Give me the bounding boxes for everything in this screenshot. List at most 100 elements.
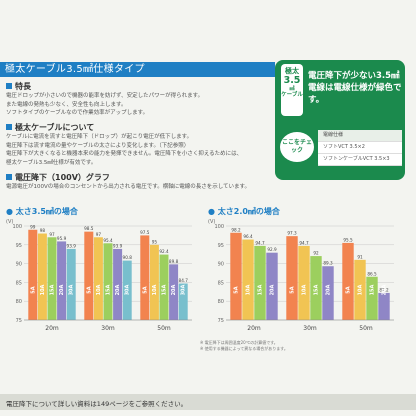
- bar: [28, 229, 38, 320]
- bar-value-label: 94.7: [299, 240, 309, 245]
- series-label: 15A: [50, 284, 56, 295]
- bar: [254, 245, 266, 320]
- chart-panel-2-0: ● 太さ2.0㎟の場合 (V) 75 80 85 90 95 100 98.2 5A 96.4 10A…: [206, 202, 398, 334]
- bar-value-label: 84.7: [179, 278, 189, 283]
- y-tick-label: 90: [16, 262, 22, 268]
- bar-value-label: 93.9: [113, 243, 123, 248]
- series-label: 5A: [86, 286, 92, 293]
- bar-value-label: 97.3: [287, 231, 297, 236]
- footer-bar: [0, 394, 416, 410]
- bar-value-label: 98.5: [84, 226, 94, 231]
- series-label: 30A: [125, 284, 131, 295]
- series-label: 20A: [115, 284, 121, 295]
- y-tick-label: 100: [12, 224, 22, 230]
- series-label: 5A: [234, 286, 240, 293]
- bar-value-label: 98: [40, 228, 46, 233]
- series-label: 5A: [290, 286, 296, 293]
- bar: [354, 259, 366, 320]
- series-label: 30A: [181, 284, 187, 295]
- bar-chart-3-5: ● 太さ3.5㎟の場合 (V) 75 80 85 90 95 100 99 5A 98 10A 97 15…: [6, 206, 192, 332]
- bar-value-label: 92.4: [159, 249, 169, 254]
- series-label: 30A: [69, 284, 75, 295]
- bar: [37, 233, 47, 320]
- bar-value-label: 99: [30, 224, 36, 229]
- spec-table-row: ソフトンケーブルVCT 3.5×3: [318, 154, 402, 166]
- bar-value-label: 95: [152, 239, 158, 244]
- bar: [310, 256, 322, 320]
- series-label: 5A: [346, 286, 352, 293]
- cable-badge: 極太 3.5 ㎟ ケーブル: [281, 64, 303, 116]
- spec-table-row: ソフトVCT 3.5×2: [318, 142, 402, 154]
- features-line: また電線の発熱も少なく、安全性も向上します。: [6, 101, 127, 108]
- series-label: 10A: [302, 284, 308, 295]
- bar-value-label: 92: [313, 251, 319, 256]
- bar: [159, 254, 169, 320]
- series-label: 10A: [96, 284, 102, 295]
- bar: [149, 244, 159, 320]
- bar: [378, 292, 390, 320]
- features-line: 電圧ドロップが小さいので機器の能率を妨げず、安定したパワーが得られます。: [6, 93, 204, 99]
- bar: [93, 237, 103, 320]
- bar: [266, 252, 278, 320]
- about-line: 電圧降下が大きくなると機器本来の能力を発揮できません。電圧降下を小さく抑えるため…: [6, 151, 243, 157]
- y-tick-label: 85: [218, 280, 224, 286]
- bar: [342, 242, 354, 320]
- badge-unit: ㎟: [289, 86, 295, 92]
- y-tick-label: 75: [218, 318, 224, 324]
- x-tick-label: 50m: [157, 325, 171, 332]
- footer-text: 電圧降下について詳しい資料は149ページをご参照ください。: [6, 400, 188, 408]
- bar-value-label: 95.9: [57, 236, 67, 241]
- bar-value-label: 96.4: [243, 234, 253, 239]
- series-label: 20A: [59, 284, 65, 295]
- y-tick-label: 75: [16, 318, 22, 324]
- series-label: 15A: [370, 284, 376, 295]
- spec-table-header: 電線仕様: [318, 130, 402, 142]
- y-tick-label: 100: [214, 224, 224, 230]
- x-tick-label: 30m: [101, 325, 115, 332]
- about-heading-text: 極太ケーブルについて: [15, 123, 95, 132]
- check-badge: ここをチェック: [280, 132, 314, 162]
- series-label: 20A: [270, 284, 276, 295]
- series-label: 15A: [258, 284, 264, 295]
- square-bullet-icon: [6, 83, 12, 89]
- x-tick-label: 20m: [247, 325, 261, 332]
- note-line: ※ 使用する機器によって異なる場合があります。: [200, 346, 288, 351]
- bar-value-label: 97: [49, 232, 55, 237]
- series-label: 20A: [326, 284, 332, 295]
- promo-text: 電圧降下が少ない3.5㎟電線は電線仕様が緑色です。: [308, 71, 402, 105]
- note-line: ※ 電圧降下は周囲温度20℃の計算値です。: [200, 340, 278, 345]
- bar: [286, 236, 298, 320]
- bar-chart-2-0: ● 太さ2.0㎟の場合 (V) 75 80 85 90 95 100 98.2 5A 96.4 10A…: [208, 206, 394, 332]
- graph-heading-text: 電圧降下（100V）グラフ: [15, 173, 110, 182]
- bar: [84, 231, 94, 320]
- bar-value-label: 93.9: [67, 243, 77, 248]
- series-label: 5A: [30, 286, 36, 293]
- bar: [322, 266, 334, 320]
- about-heading: 極太ケーブルについて: [6, 122, 94, 133]
- series-label: 15A: [106, 284, 112, 295]
- y-tick-label: 80: [16, 299, 22, 305]
- x-tick-label: 20m: [45, 325, 59, 332]
- badge-top: 極太: [285, 67, 299, 75]
- y-tick-label: 85: [16, 280, 22, 286]
- bar-value-label: 82.2: [379, 287, 389, 292]
- about-text: ケーブルに電流を流すと電圧降下（ドロップ）が起こり電圧が低下します。 電圧降下は…: [6, 133, 242, 167]
- y-tick-label: 90: [218, 262, 224, 268]
- graph-heading: 電圧降下（100V）グラフ: [6, 172, 110, 183]
- y-axis-label: (V): [208, 219, 215, 225]
- features-line: ソフトタイプのケーブルなので作業効率がアップします。: [6, 110, 149, 116]
- bar: [103, 243, 113, 320]
- bar-value-label: 98.2: [231, 227, 241, 232]
- bar: [242, 239, 254, 320]
- bar-value-label: 95.4: [103, 238, 113, 243]
- series-label: 15A: [314, 284, 320, 295]
- bar: [122, 260, 132, 320]
- badge-number: 3.5: [283, 75, 301, 86]
- bar-value-label: 91: [357, 254, 363, 259]
- bar-value-label: 94.7: [255, 240, 265, 245]
- bar-value-label: 89.8: [169, 259, 179, 264]
- spec-table: 電線仕様 ソフトVCT 3.5×2 ソフトンケーブルVCT 3.5×3: [318, 130, 402, 166]
- y-tick-label: 80: [218, 299, 224, 305]
- bar-value-label: 90.8: [123, 255, 133, 260]
